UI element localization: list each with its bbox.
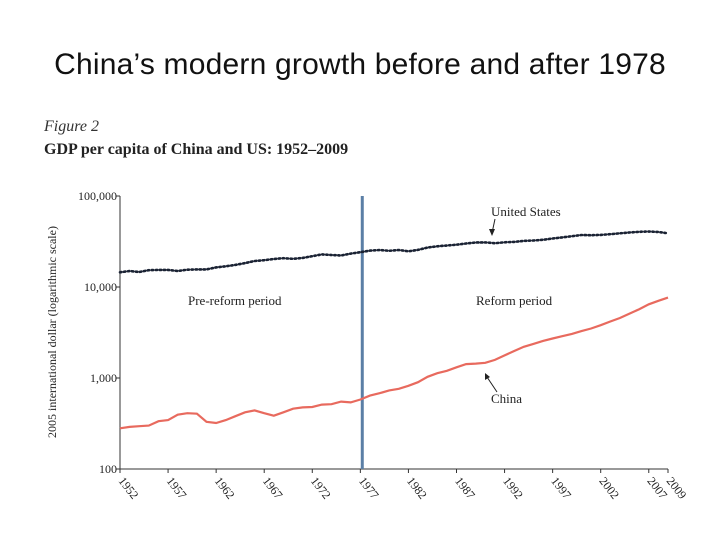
us-series-line (118, 230, 670, 274)
figure-label: Figure 2 (44, 118, 99, 135)
y-tick-label: 10,000 (84, 280, 117, 294)
annotation-reform: Reform period (476, 293, 553, 308)
china-series-line (119, 296, 669, 430)
y-axis-label: 2005 international dollar (logarithmic s… (45, 226, 59, 438)
x-tick-label: 1987 (452, 474, 478, 502)
x-tick-label: 1997 (548, 474, 574, 502)
us-arrow-head (489, 229, 495, 236)
annotation-pre-reform: Pre-reform period (188, 293, 282, 308)
x-tick-label: 2009 (664, 474, 690, 502)
china-label-arrow (486, 376, 498, 393)
x-tick-label: 2002 (596, 474, 622, 502)
figure-title: GDP per capita of China and US: 1952–200… (44, 141, 349, 158)
x-tick-label: 1952 (116, 474, 142, 502)
x-tick-label: 1957 (164, 474, 190, 502)
y-tick-label: 100 (99, 462, 117, 476)
slide-title: China’s modern growth before and after 1… (54, 48, 666, 81)
y-tick-label: 1,000 (90, 371, 117, 385)
x-tick-label: 1972 (308, 474, 334, 502)
y-tick-label: 100,000 (78, 189, 117, 203)
china-arrow-head (485, 373, 490, 380)
x-tick-label: 1977 (356, 474, 382, 502)
series-label-us: United States (491, 204, 561, 219)
x-tick-label: 1992 (500, 474, 526, 502)
series-label-china: China (491, 391, 522, 406)
x-tick-label: 2007 (644, 474, 670, 502)
x-tick-label: 1982 (404, 474, 430, 502)
x-tick-label: 1962 (212, 474, 238, 502)
x-tick-label: 1967 (260, 474, 286, 502)
